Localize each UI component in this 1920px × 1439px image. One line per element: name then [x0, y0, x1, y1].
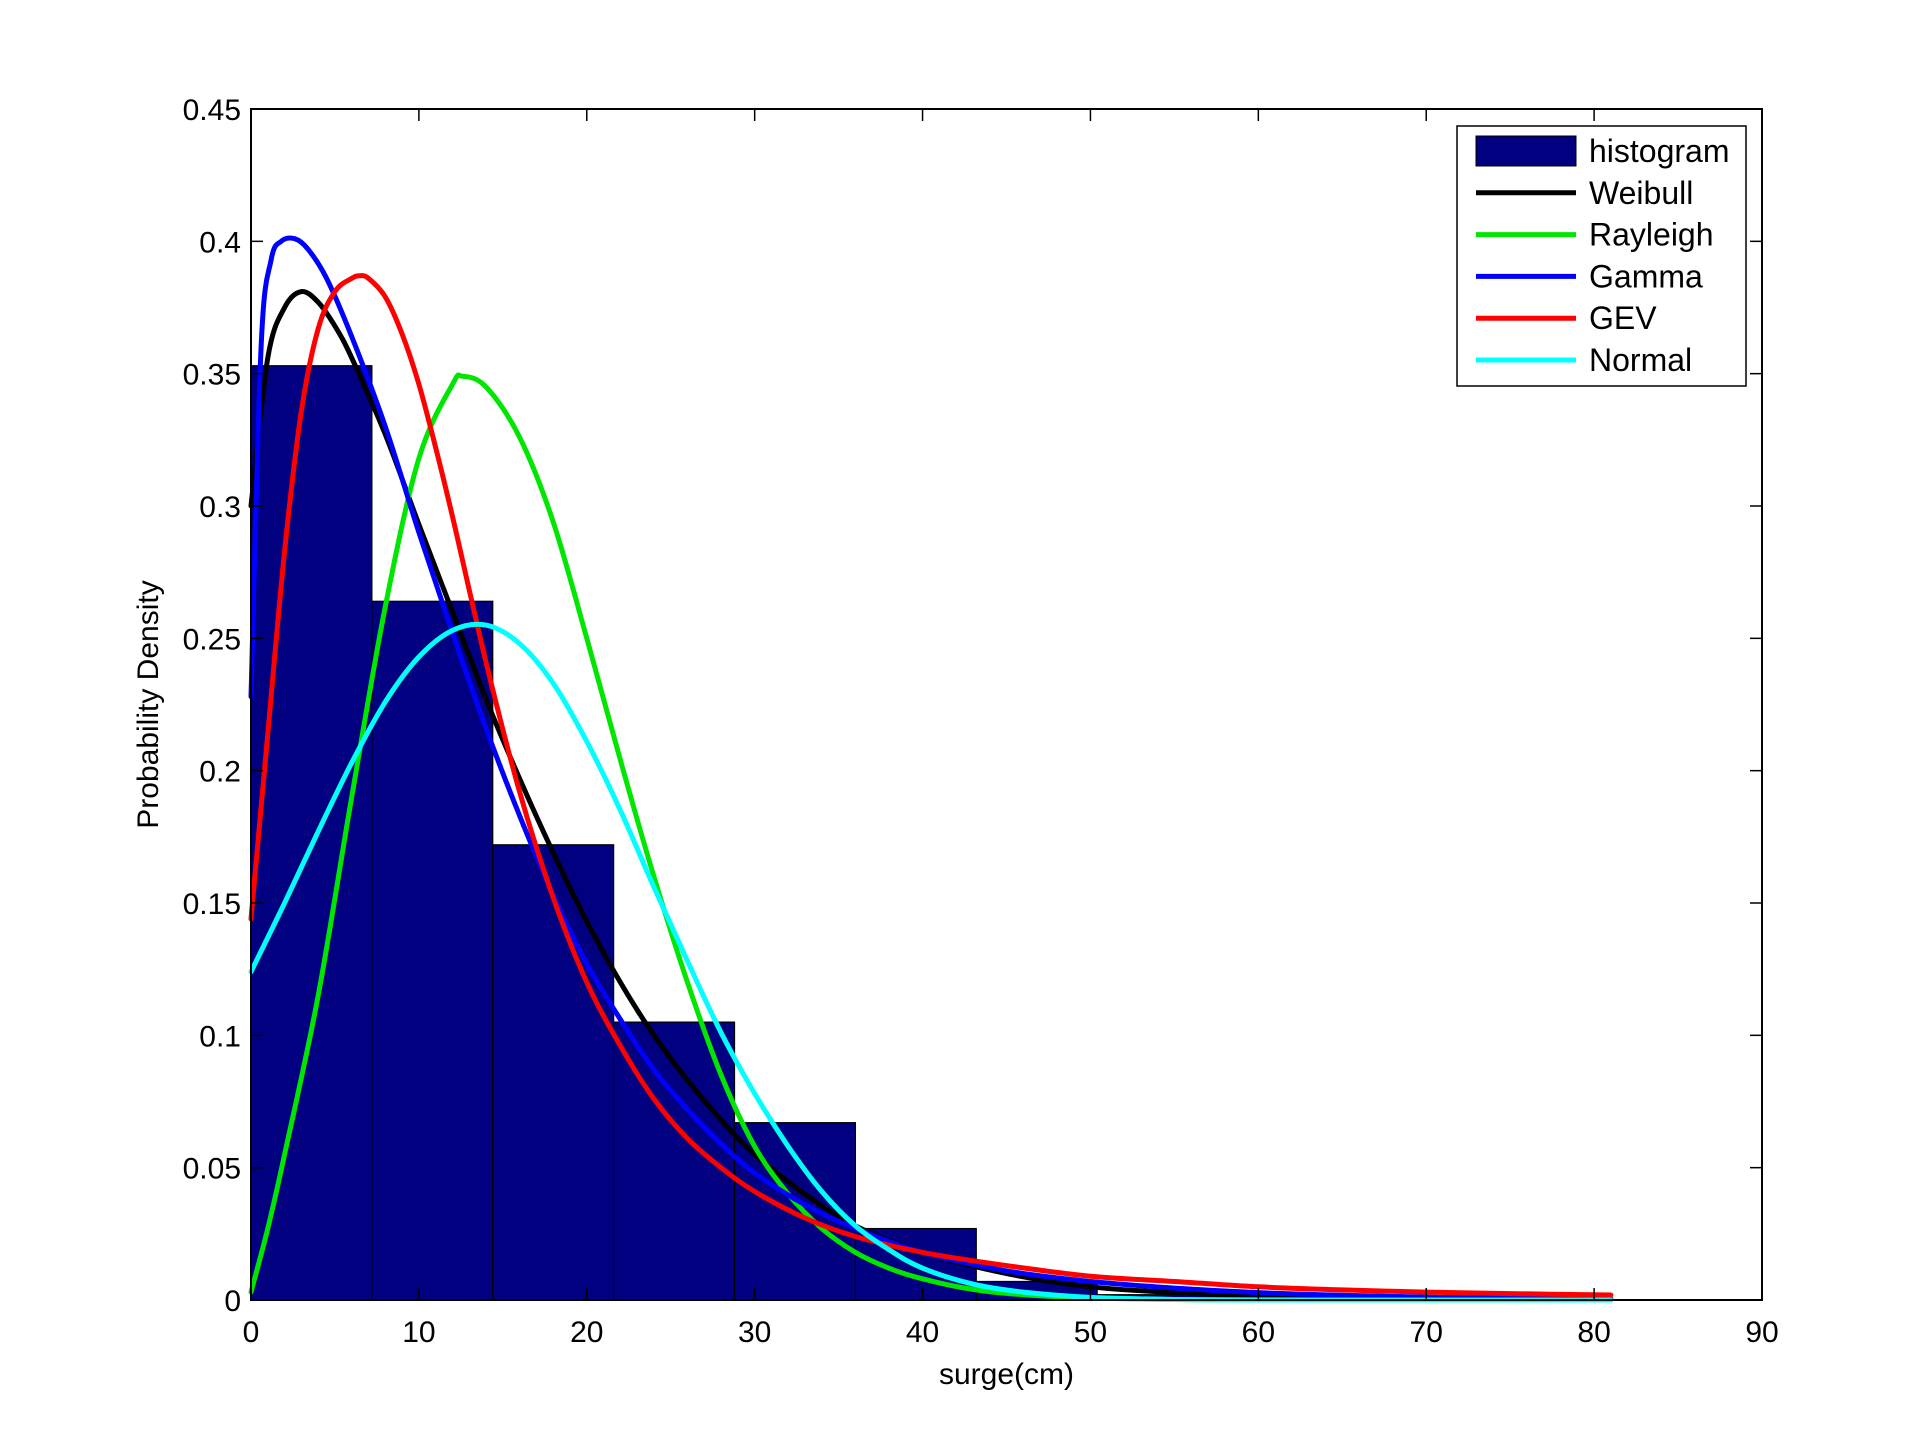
series-line-gamma: [248, 235, 1614, 1302]
y-tick-label: 0.2: [199, 756, 241, 789]
x-tick-label: 40: [906, 1316, 939, 1349]
x-tick-labels: 0 10 20 30 40 50 60 70 80 90: [243, 1316, 1779, 1349]
y-tick-label: 0.25: [183, 623, 241, 656]
x-axis-label: surge(cm): [939, 1358, 1074, 1391]
legend-label-gev: GEV: [1589, 300, 1657, 336]
legend: histogram Weibull Rayleigh Gamma GEV Normal: [1456, 125, 1747, 387]
y-tick-label: 0.45: [183, 94, 241, 127]
histogram-bar: [371, 600, 494, 1301]
legend-swatch-histogram: [1475, 135, 1577, 167]
y-tick-label: 0.3: [199, 491, 241, 524]
y-tick-label: 0.05: [183, 1153, 241, 1186]
x-tick-label: 30: [738, 1316, 771, 1349]
legend-label-weibull: Weibull: [1589, 175, 1693, 211]
y-tick-labels: 0 0.05 0.1 0.15 0.2 0.25 0.3 0.35 0.4 0.45: [183, 94, 241, 1318]
x-tick-label: 90: [1745, 1316, 1778, 1349]
plot-frame: [250, 108, 1763, 1301]
legend-label-gamma: Gamma: [1589, 258, 1703, 294]
y-tick-label: 0: [224, 1285, 241, 1318]
series-line-normal: [248, 621, 1614, 1303]
legend-label-normal: Normal: [1589, 342, 1692, 378]
histogram-bar: [492, 844, 615, 1301]
x-tick-label: 70: [1410, 1316, 1443, 1349]
x-tick-label: 10: [402, 1316, 435, 1349]
y-axis-label: Probability Density: [132, 580, 165, 828]
axis-ticks: [250, 108, 1763, 1301]
series-line-weibull: [248, 289, 1614, 1303]
y-tick-label: 0.1: [199, 1020, 241, 1053]
y-tick-label: 0.4: [199, 226, 241, 259]
y-tick-label: 0.15: [183, 888, 241, 921]
legend-label-rayleigh: Rayleigh: [1589, 217, 1714, 253]
x-tick-label: 0: [243, 1316, 260, 1349]
x-tick-label: 20: [570, 1316, 603, 1349]
y-tick-label: 0.35: [183, 359, 241, 392]
x-tick-label: 60: [1242, 1316, 1275, 1349]
distribution-curves: [248, 235, 1614, 1303]
x-tick-label: 80: [1577, 1316, 1610, 1349]
histogram-bars: [250, 365, 1582, 1301]
legend-box: [1456, 125, 1747, 387]
legend-label-histogram: histogram: [1589, 133, 1730, 169]
x-tick-label: 50: [1074, 1316, 1107, 1349]
histogram-bar: [250, 365, 373, 1301]
series-line-gev: [248, 273, 1614, 1298]
